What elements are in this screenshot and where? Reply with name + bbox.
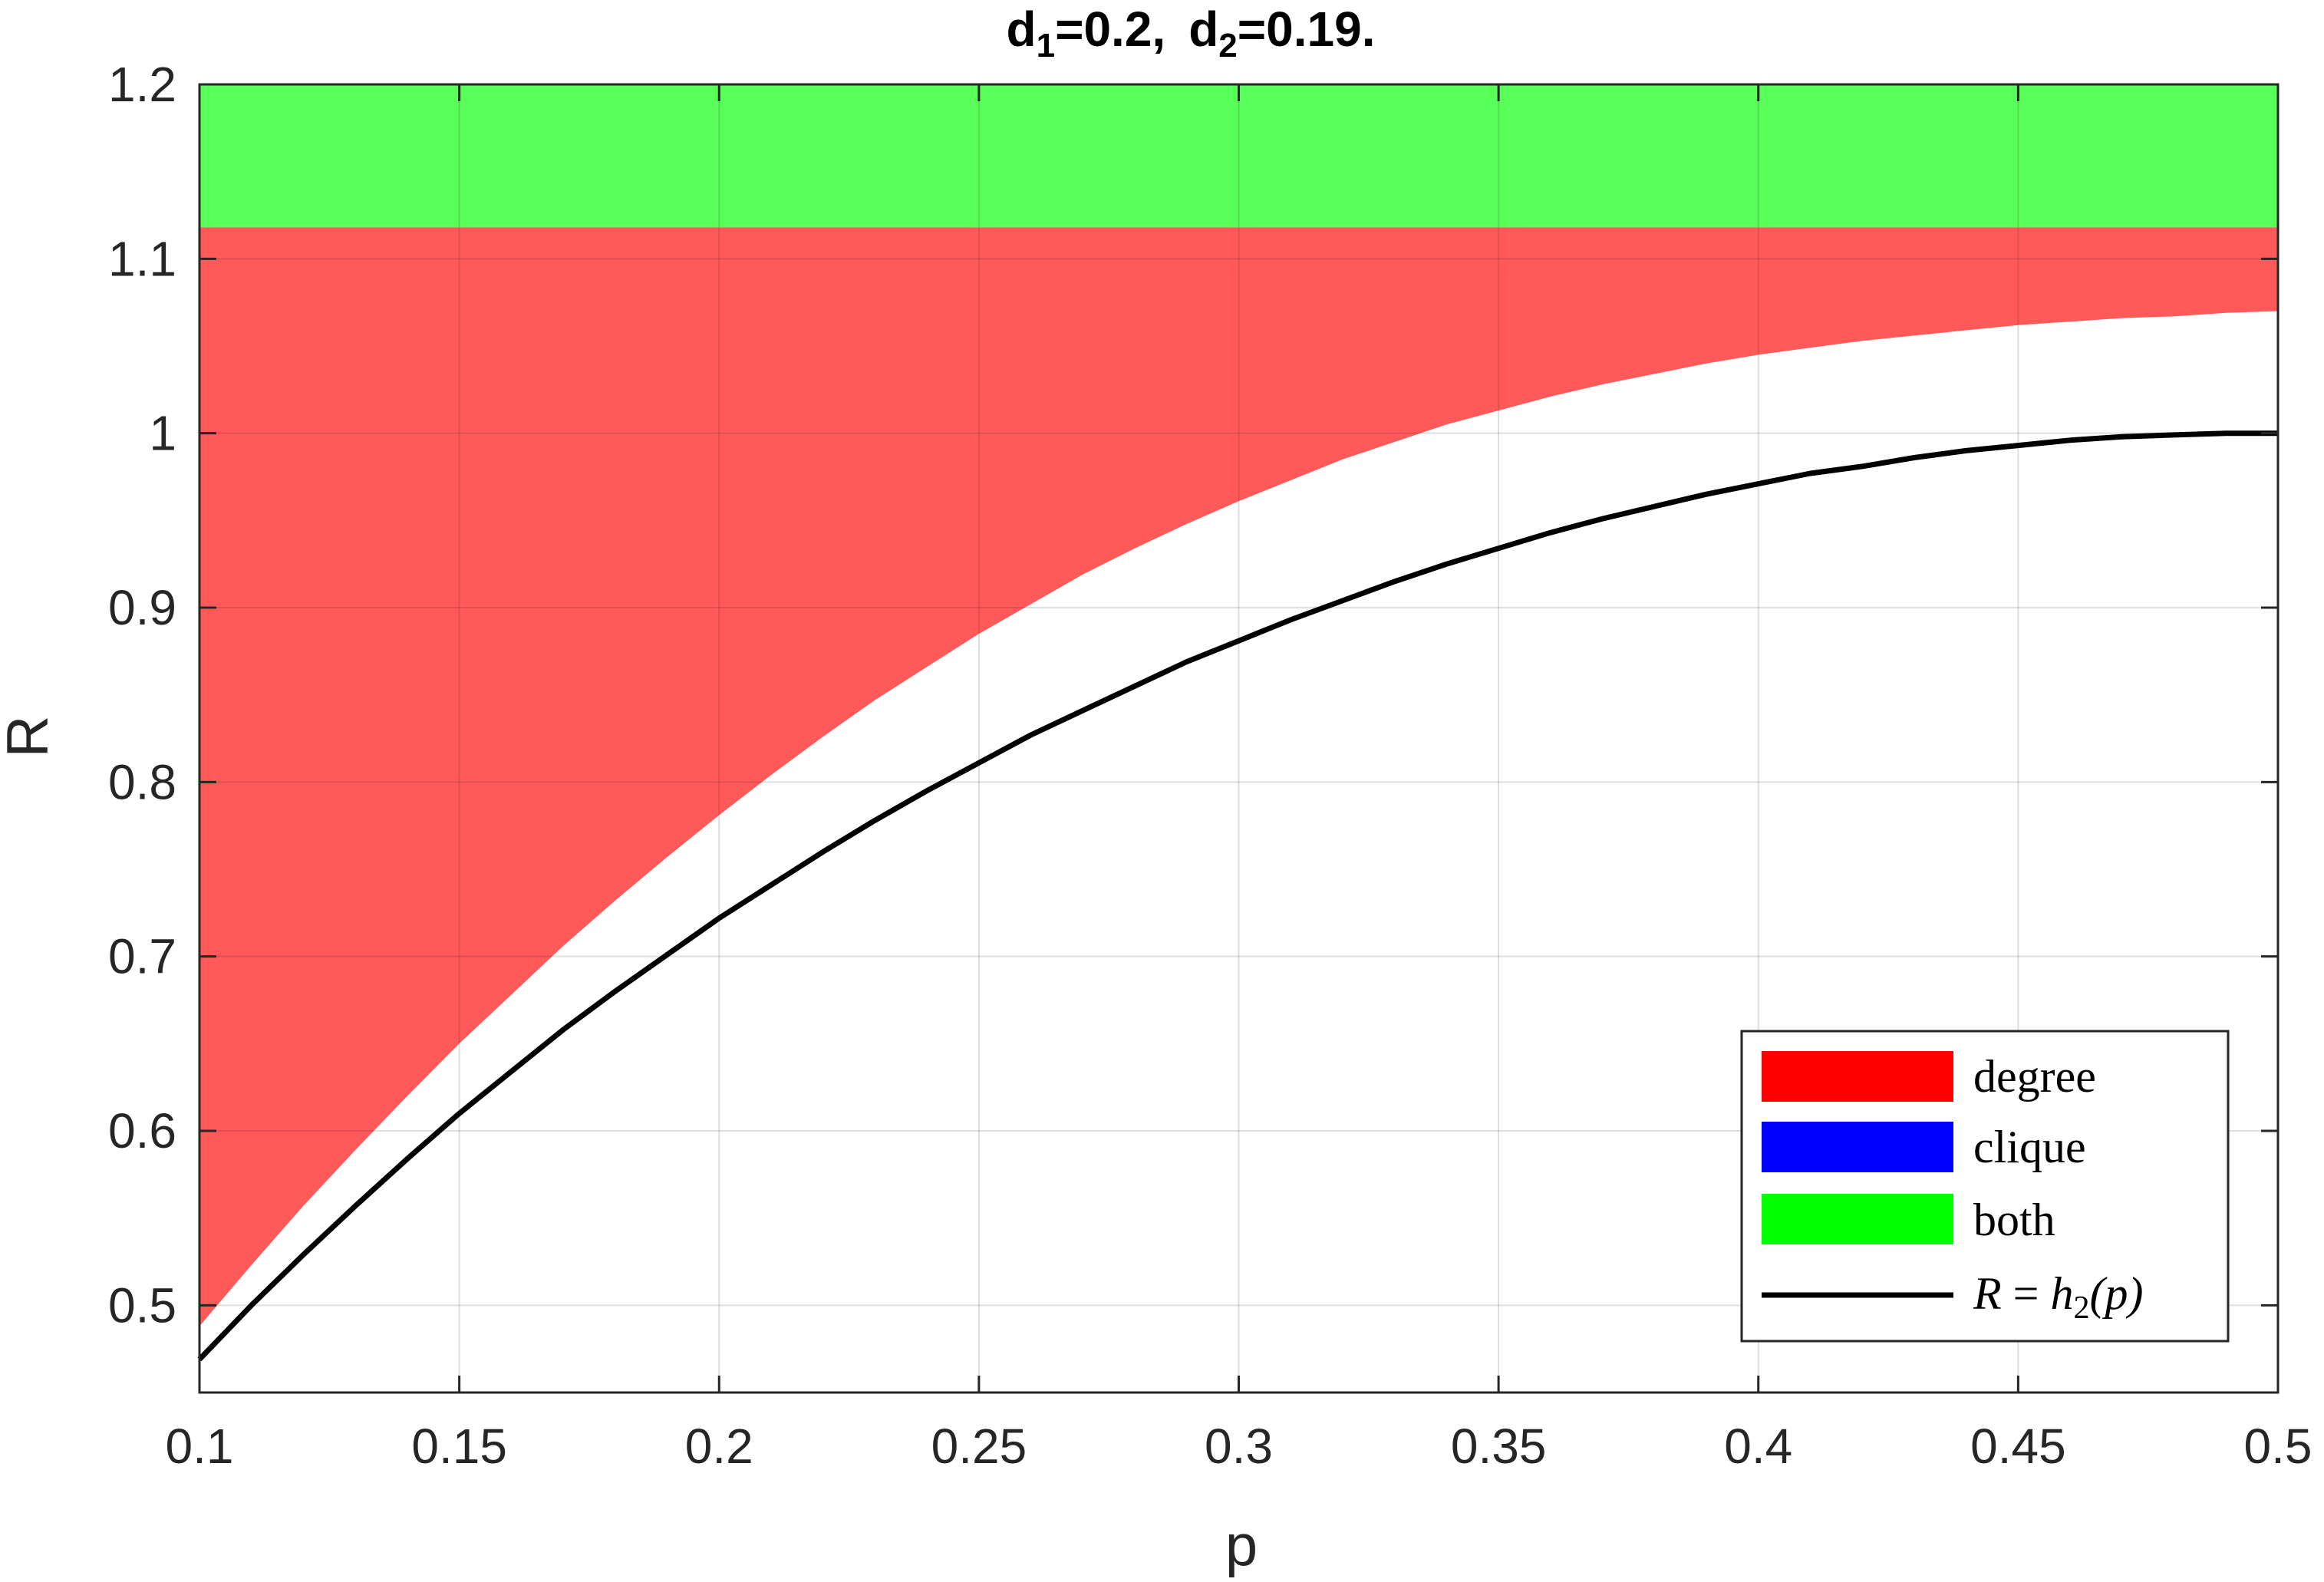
region-layer [199,84,2278,1327]
tick-label-layer: 0.1 0.15 0.2 0.25 0.3 0.35 0.4 0.45 0.5 0.5 0.6 0.7… [108,57,2312,1474]
x-tick-label: 0.3 [1205,1419,1273,1474]
x-tick-label: 0.15 [411,1419,507,1474]
x-axis-label: p [1225,1513,1258,1578]
y-axis-label: R [0,716,61,758]
y-tick-label: 0.8 [108,754,176,809]
axes-layer [198,83,2279,1394]
chart-title: d1=0.2, d2=0.19. [1007,2,1376,64]
series-line-h2 [197,430,2278,1362]
legend-label-h2: R = h2(p) [1973,1268,2143,1326]
x-tick-label: 0.45 [1970,1419,2066,1474]
legend-label-clique: clique [1973,1122,2086,1172]
y-tick-label: 1.1 [108,231,176,286]
x-tick-label: 0.35 [1451,1419,1547,1474]
legend: degree clique both R = h2(p) [1740,1030,2230,1343]
y-tick-label: 0.6 [108,1103,176,1158]
legend-swatch-clique [1762,1122,1953,1172]
legend-label-both: both [1973,1195,2055,1245]
x-tick-label: 0.1 [166,1419,234,1474]
y-tick-label: 1.2 [108,57,176,112]
x-tick-label: 0.5 [2244,1419,2312,1474]
y-tick-label: 0.9 [108,580,176,635]
x-tick-label: 0.4 [1724,1419,1792,1474]
legend-swatch-degree [1762,1051,1953,1102]
legend-swatch-both [1762,1194,1953,1244]
line-layer [197,430,2278,1362]
x-tick-label: 0.2 [685,1419,753,1474]
y-tick-label: 0.5 [108,1277,176,1333]
x-tick-label: 0.25 [931,1419,1027,1474]
legend-label-degree: degree [1973,1051,2096,1102]
y-tick-label: 1 [149,406,176,461]
y-tick-label: 0.7 [108,929,176,984]
region-both [199,84,2278,228]
region-degree [199,227,2278,1327]
